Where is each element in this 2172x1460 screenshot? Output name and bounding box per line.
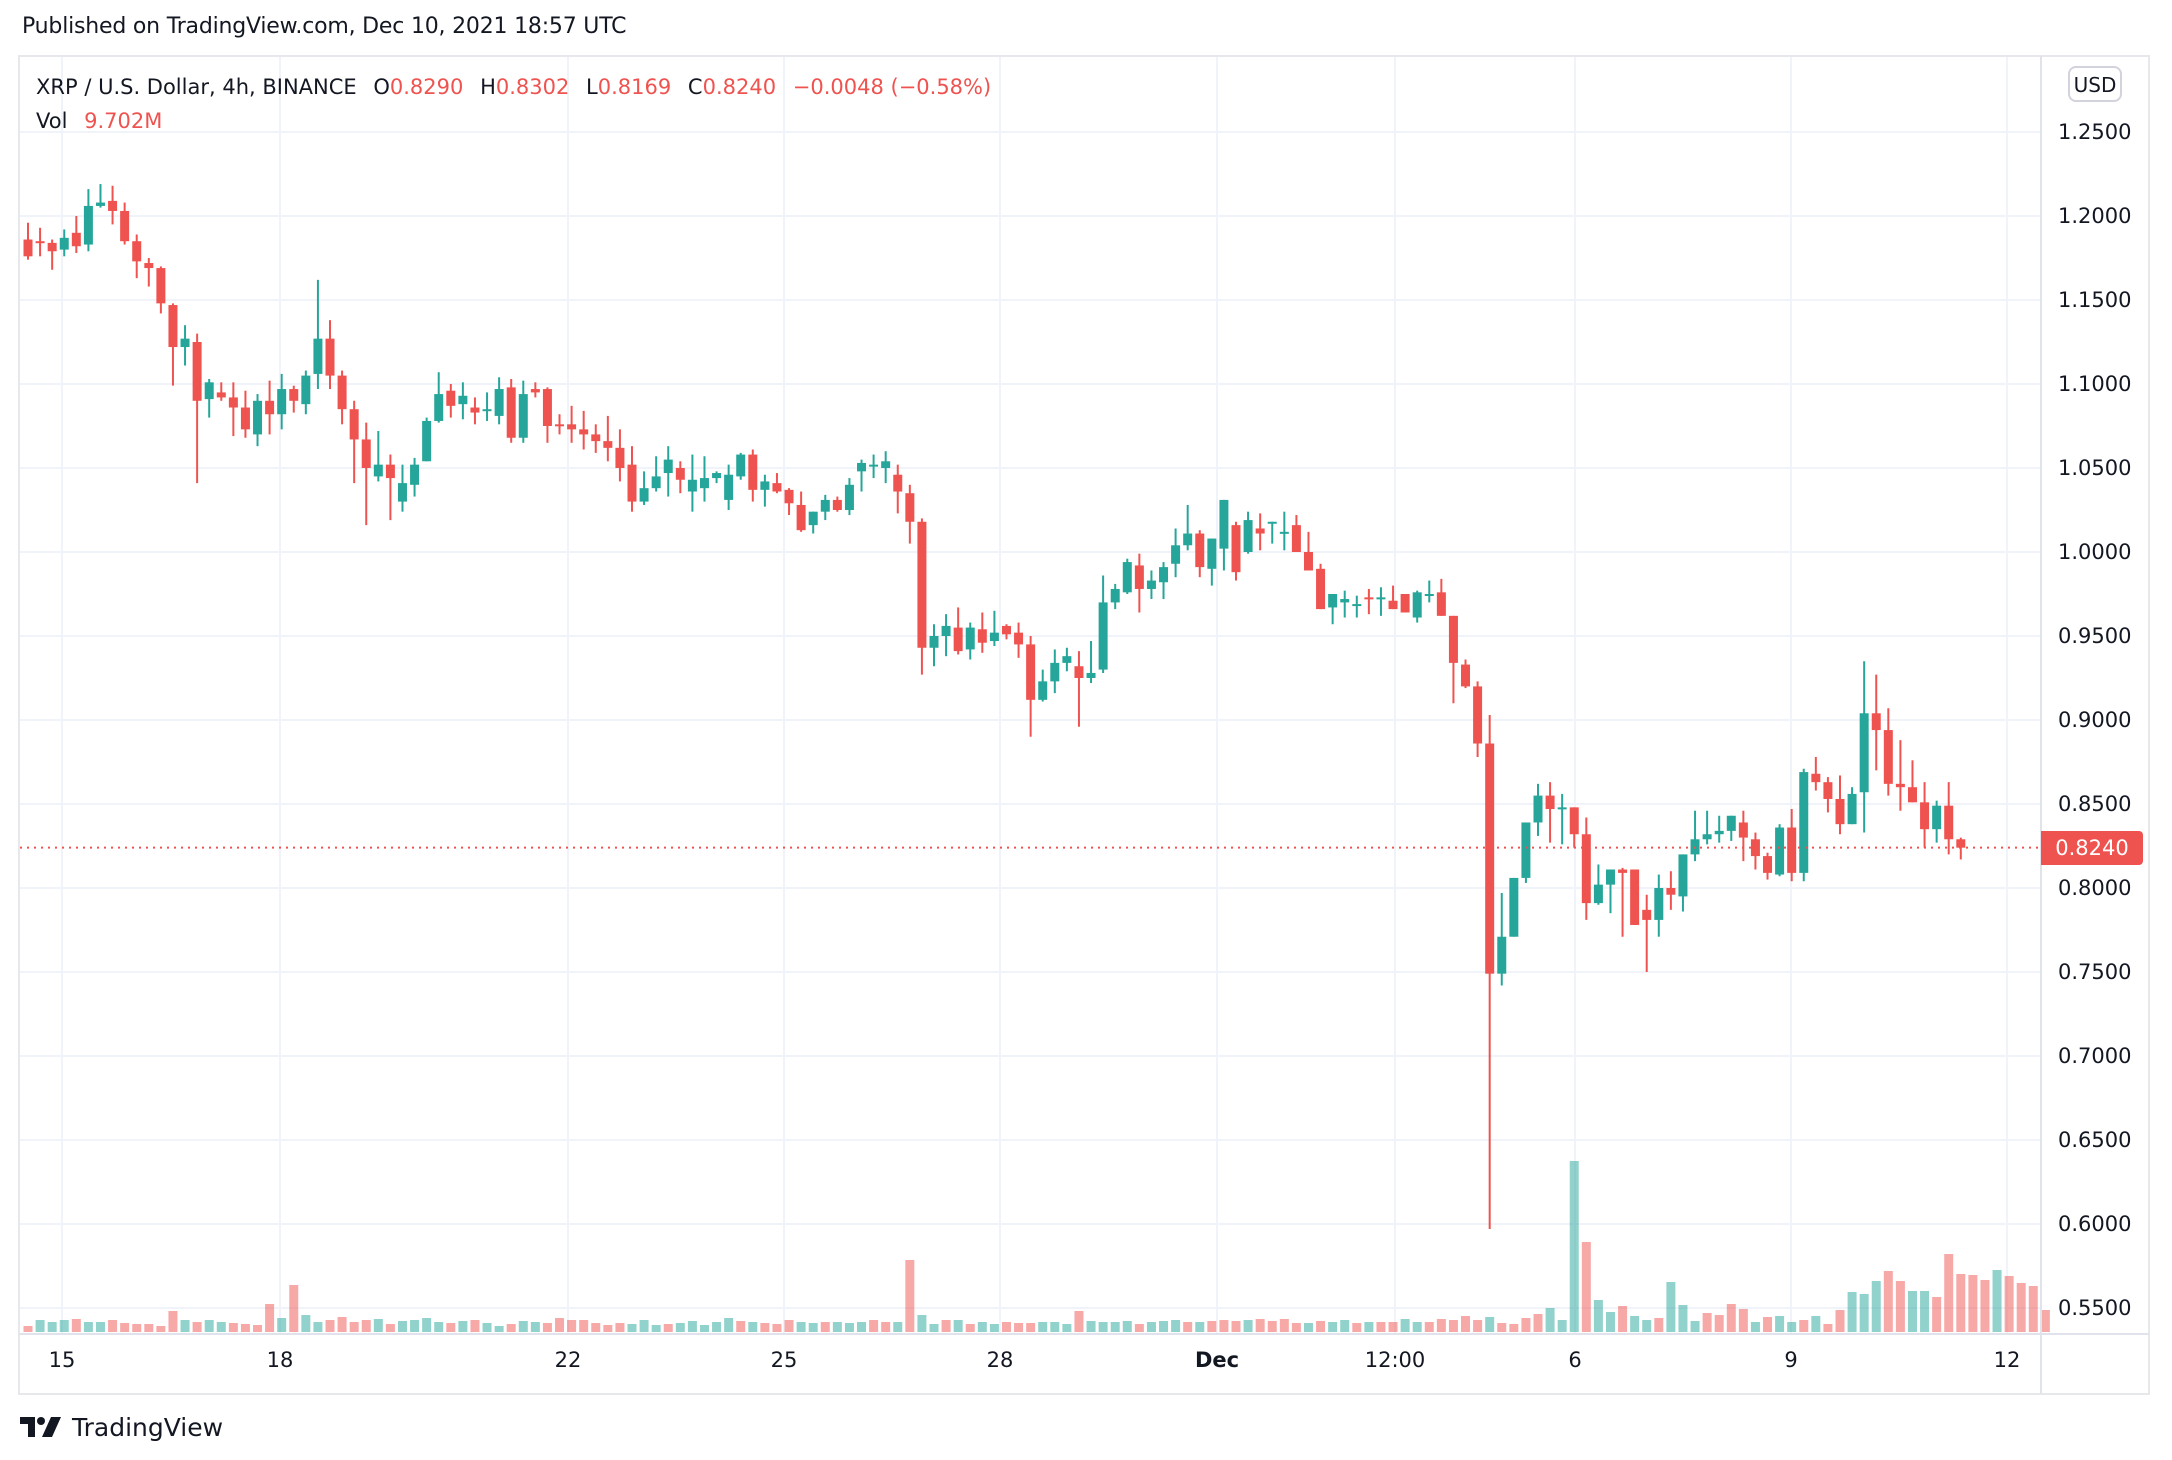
open-label: O xyxy=(373,75,390,99)
volume-bars xyxy=(23,1161,2050,1332)
time-tick-label: 6 xyxy=(1568,1348,1582,1372)
legend-volume-row: Vol 9.702M xyxy=(36,104,991,138)
time-tick-label: 12 xyxy=(1993,1348,2021,1372)
price-tick-label: 1.1500 xyxy=(2058,288,2132,312)
chart-frame xyxy=(18,55,2150,1395)
price-tick-label: 0.7000 xyxy=(2058,1044,2132,1068)
price-tick-label: 0.6000 xyxy=(2058,1212,2132,1236)
symbol-title[interactable]: XRP / U.S. Dollar, 4h, BINANCE xyxy=(36,75,357,99)
close-label: C xyxy=(687,75,703,99)
time-tick-label: Dec xyxy=(1194,1348,1240,1372)
high-label: H xyxy=(480,75,496,99)
price-tick-label: 0.5500 xyxy=(2058,1296,2132,1320)
price-tick-label: 1.0000 xyxy=(2058,540,2132,564)
price-tick-label: 1.2500 xyxy=(2058,120,2132,144)
price-tick-label: 0.7500 xyxy=(2058,960,2132,984)
tradingview-logo-icon xyxy=(20,1417,61,1437)
price-tick-label: 1.1000 xyxy=(2058,372,2132,396)
price-tick-label: 0.6500 xyxy=(2058,1128,2132,1152)
price-tick-label: 0.9500 xyxy=(2058,624,2132,648)
time-tick-label: 25 xyxy=(770,1348,798,1372)
price-tick-label: 0.9000 xyxy=(2058,708,2132,732)
legend-ohlc-row: XRP / U.S. Dollar, 4h, BINANCE O0.8290 H… xyxy=(36,70,991,104)
price-tick-label: 1.0500 xyxy=(2058,456,2132,480)
close-value: 0.8240 xyxy=(702,75,777,99)
tradingview-logo[interactable]: TradingView xyxy=(20,1410,223,1444)
time-tick-label: 18 xyxy=(266,1348,294,1372)
price-tick-label: 1.2000 xyxy=(2058,204,2132,228)
price-tick-label: 0.8500 xyxy=(2058,792,2132,816)
open-value: 0.8290 xyxy=(389,75,464,99)
change-value: −0.0048 (−0.58%) xyxy=(792,75,992,99)
chart-gridlines xyxy=(20,57,2040,1333)
tradingview-logo-text: TradingView xyxy=(72,1412,224,1442)
symbol-legend: XRP / U.S. Dollar, 4h, BINANCE O0.8290 H… xyxy=(36,70,991,138)
published-caption: Published on TradingView.com, Dec 10, 20… xyxy=(22,14,627,39)
time-tick-label: 9 xyxy=(1784,1348,1798,1372)
time-tick-label: 15 xyxy=(48,1348,76,1372)
currency-button[interactable]: USD xyxy=(2068,66,2122,102)
price-tick-label: 0.8000 xyxy=(2058,876,2132,900)
candlestick-series xyxy=(23,184,1966,1230)
last-price-badge: 0.8240 xyxy=(2041,830,2143,865)
volume-value: 9.702M xyxy=(84,109,163,133)
time-tick-label: 12:00 xyxy=(1364,1348,1426,1372)
volume-label[interactable]: Vol xyxy=(36,109,68,133)
low-label: L xyxy=(586,75,598,99)
high-value: 0.8302 xyxy=(495,75,570,99)
low-value: 0.8169 xyxy=(597,75,672,99)
time-tick-label: 28 xyxy=(986,1348,1014,1372)
time-tick-label: 22 xyxy=(554,1348,582,1372)
